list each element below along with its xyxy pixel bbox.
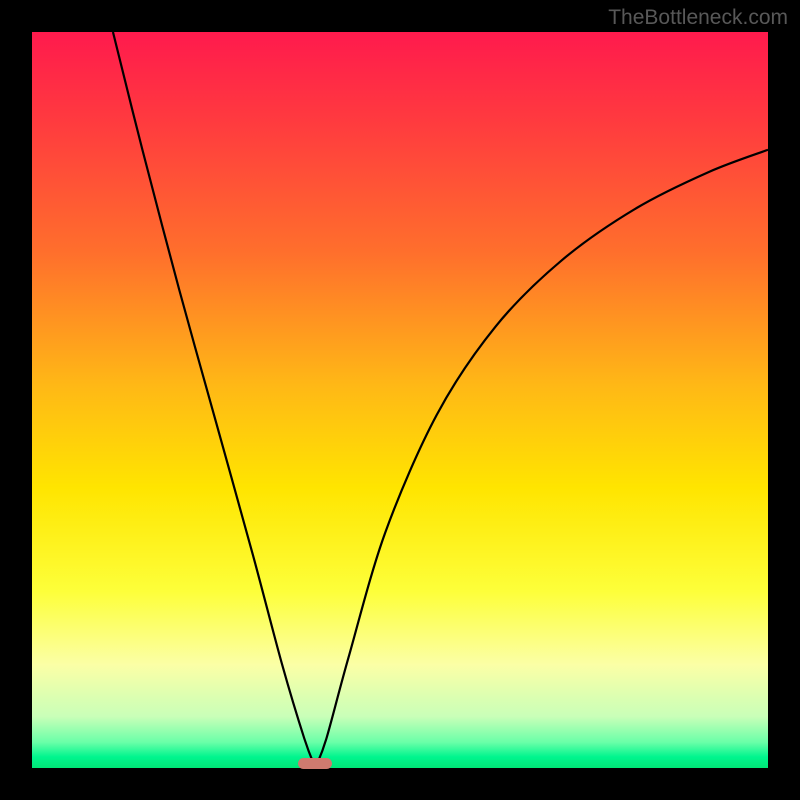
- plot-area: [32, 32, 768, 768]
- optimal-marker: [298, 758, 332, 770]
- curve-left-branch: [113, 32, 315, 768]
- bottleneck-curve: [32, 32, 768, 768]
- curve-right-branch: [315, 150, 768, 768]
- watermark-text: TheBottleneck.com: [608, 6, 788, 30]
